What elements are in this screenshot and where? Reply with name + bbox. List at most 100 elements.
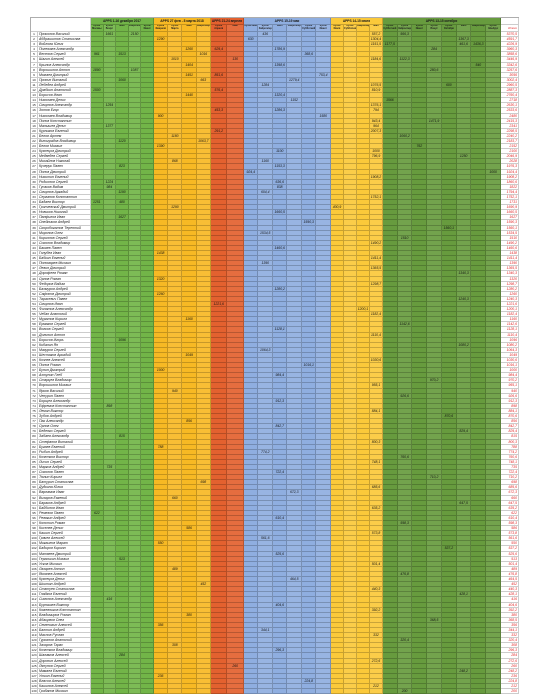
score-cell [330,154,344,160]
score-cell [227,159,244,165]
score-cell [356,195,370,201]
score-cell [116,72,129,78]
score-cell [196,32,211,38]
score-cell [382,57,398,63]
score-cell [382,144,398,150]
score-cell [153,205,169,211]
score-cell [272,154,288,160]
score-cell [243,179,259,185]
score-cell [343,62,357,68]
score-cell [456,123,472,129]
score-cell [168,128,183,134]
score-cell [356,205,370,211]
total-cell: 5370,5 [500,32,519,38]
score-cell [471,169,487,175]
score-cell [301,179,317,185]
total-cell: 2533,6 [500,108,519,114]
score-cell [486,57,501,63]
score-cell [441,103,457,109]
score-cell [316,108,331,114]
score-cell [210,113,228,119]
score-cell [141,37,154,43]
score-cell [116,108,129,114]
score-cell: 851,6 [210,72,228,78]
score-cell [196,108,211,114]
score-cell [456,138,472,145]
score-cell [343,32,357,38]
score-cell [153,149,169,155]
score-cell [471,189,487,195]
group-header: APPS 14-15 июля [330,18,383,25]
score-cell [168,200,183,206]
column-header: Main [182,25,197,32]
score-cell [243,128,259,134]
score-cell [116,98,129,104]
score-cell: 1513 [116,52,129,58]
score-cell [128,113,142,119]
score-cell [456,67,472,73]
score-cell [272,82,288,89]
total-cell: 2240,2 [500,133,519,139]
score-cell [153,128,169,134]
score-cell [141,93,154,99]
score-cell [141,184,154,190]
score-cell [128,205,142,211]
score-cell [382,77,398,83]
score-cell [196,82,211,89]
score-cell [196,103,211,109]
score-cell [258,57,273,63]
score-cell [397,47,413,53]
score-cell: 943,4 [369,118,383,124]
score-cell [258,169,273,175]
row-number: 4 [31,47,38,53]
score-cell [243,118,259,124]
score-cell [128,174,142,180]
score-cell [330,174,344,180]
score-cell [486,189,501,195]
score-cell [210,164,228,170]
score-cell [196,72,211,78]
score-cell [486,103,501,109]
score-cell [456,205,472,211]
score-cell [382,210,398,216]
column-header: Кубок Хайроллер [258,25,273,32]
score-cell [382,133,398,139]
score-cell [243,164,259,170]
score-cell [397,179,413,185]
score-cell [227,93,244,99]
score-cell [427,195,442,201]
score-cell [168,77,183,83]
score-cell [412,159,428,165]
player-name: Малышев Денис [38,123,91,129]
score-cell [471,200,487,206]
score-cell [427,174,442,180]
player-name: Грибанов Михаил [38,689,91,695]
score-cell [287,179,302,185]
score-cell [441,689,457,695]
player-name: Кучерук Павел [38,164,91,170]
score-cell [91,184,104,190]
player-name: Попов Константин [38,118,91,124]
score-cell [456,164,472,170]
score-cell: 984 [103,184,117,190]
score-cell [456,200,472,206]
score-cell [343,138,357,145]
score-cell [412,189,428,195]
score-cell [243,82,259,89]
score-cell [116,144,129,150]
score-cell [287,62,302,68]
score-cell [141,62,154,68]
score-cell [316,210,331,216]
score-cell [182,169,197,175]
score-cell: 1284 [258,82,273,89]
score-cell [227,118,244,124]
row-number: 36 [31,210,38,216]
score-cell [227,200,244,206]
score-cell [287,154,302,160]
score-cell [91,138,104,145]
score-cell [471,174,487,180]
score-cell [330,47,344,53]
column-header: Main [116,25,129,32]
score-cell [369,52,383,58]
score-cell [103,215,117,221]
